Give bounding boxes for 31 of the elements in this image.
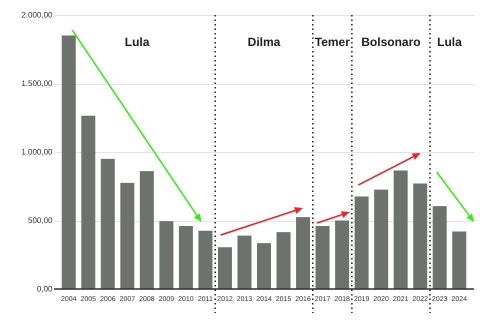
bar [316, 226, 330, 289]
bar [257, 243, 271, 289]
annotation: Lula [437, 35, 462, 49]
bar [335, 220, 350, 289]
bar [296, 217, 310, 289]
annotation: Temer [314, 35, 350, 49]
bar [178, 226, 193, 289]
bar [374, 190, 388, 289]
bar [81, 116, 96, 289]
bar [198, 230, 212, 289]
bar [452, 231, 466, 289]
bar [276, 232, 291, 289]
y-tick-label: 2.000,00 [21, 10, 54, 20]
annotation: Dilma [248, 35, 281, 49]
annotation: Bolsonaro [361, 35, 421, 49]
y-tick-label: 0,00 [36, 284, 54, 294]
bar [159, 221, 174, 289]
bar [100, 158, 115, 289]
bar [394, 170, 408, 289]
bar [62, 36, 76, 289]
y-tick-label: 1.000,00 [21, 148, 54, 156]
bar [354, 196, 369, 289]
y-tick-label: 500,00 [28, 216, 54, 225]
bar [120, 182, 134, 289]
y-tick-label: 1.500,00 [21, 79, 54, 88]
bar [218, 247, 232, 289]
bar [237, 236, 252, 289]
bar [432, 206, 447, 289]
bar [413, 184, 428, 289]
bar [140, 171, 154, 289]
annotation: Lula [124, 35, 150, 49]
